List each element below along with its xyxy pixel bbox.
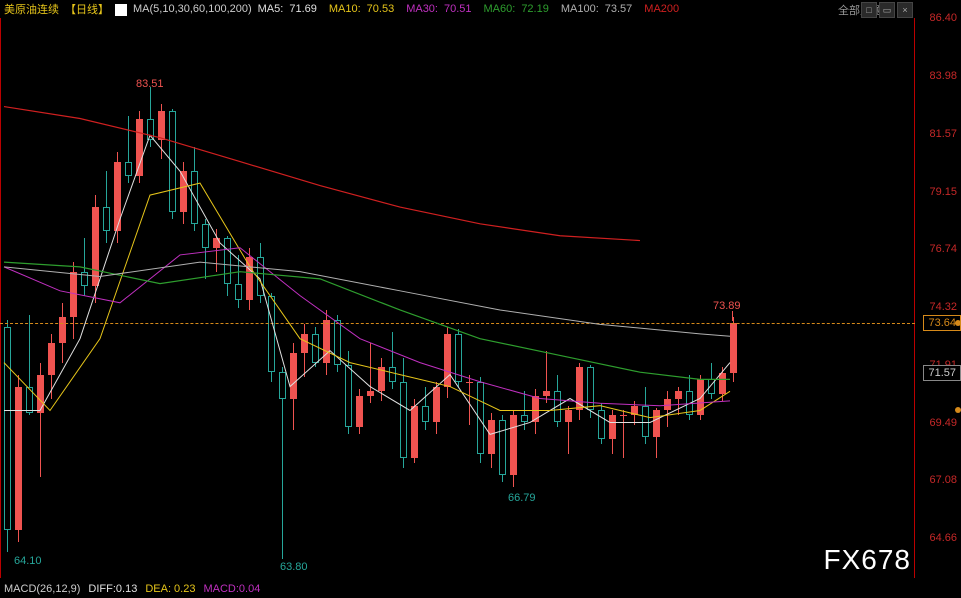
y-axis: 86.4083.9881.5779.1576.7474.3271.9169.49…	[914, 18, 961, 578]
price-label: 64.10	[14, 555, 42, 567]
chart-header: 美原油连续 【日线】 MA(5,10,30,60,100,200) MA5:71…	[0, 0, 961, 18]
y-tick: 69.49	[929, 417, 957, 429]
ma-label: MA(5,10,30,60,100,200)	[133, 3, 252, 15]
macd-label: MACD(26,12,9)	[4, 583, 80, 595]
annotation-mark	[732, 311, 733, 321]
scroll-handle[interactable]	[955, 407, 961, 413]
symbol-name[interactable]: 美原油连续	[4, 1, 59, 17]
y-tick: 81.57	[929, 128, 957, 140]
y-tick: 83.98	[929, 70, 957, 82]
watermark: FX678	[824, 544, 912, 576]
ma200: MA200	[644, 3, 685, 15]
price-plot-area[interactable]	[0, 18, 915, 578]
diff-val: DIFF:0.13	[88, 583, 137, 595]
price-tag: 71.57	[923, 365, 961, 381]
ma10: MA10:70.53	[329, 3, 400, 15]
chart-container: { "header":{ "symbol":"美原油连续","period":"…	[0, 0, 961, 598]
ma60: MA60:72.19	[484, 3, 555, 15]
price-label: 73.89	[713, 300, 741, 312]
y-tick: 64.66	[929, 532, 957, 544]
tool-btn-3[interactable]: ×	[897, 2, 913, 18]
ma-lines-layer	[0, 18, 915, 578]
macd-footer: MACD(26,12,9) DIFF:0.13 DEA: 0.23 MACD:0…	[0, 580, 961, 598]
y-tick: 74.32	[929, 301, 957, 313]
toolbar-icons: □ ▭ ×	[861, 2, 913, 18]
tool-btn-2[interactable]: ▭	[879, 2, 895, 18]
price-label: 83.51	[136, 78, 164, 90]
ma100: MA100:73.57	[561, 3, 638, 15]
period-label[interactable]: 【日线】	[65, 1, 109, 17]
price-label: 66.79	[508, 492, 536, 504]
ma5: MA5:71.69	[258, 3, 323, 15]
current-price-line	[0, 323, 915, 324]
scroll-handle[interactable]	[955, 320, 961, 326]
ma30: MA30:70.51	[406, 3, 477, 15]
y-tick: 67.08	[929, 474, 957, 486]
macd-val: MACD:0.04	[203, 583, 260, 595]
chart-type-icon[interactable]	[115, 4, 127, 16]
dea-val: DEA: 0.23	[145, 583, 195, 595]
tool-btn-1[interactable]: □	[861, 2, 877, 18]
price-label: 63.80	[280, 561, 308, 573]
y-tick: 76.74	[929, 243, 957, 255]
y-tick: 79.15	[929, 186, 957, 198]
